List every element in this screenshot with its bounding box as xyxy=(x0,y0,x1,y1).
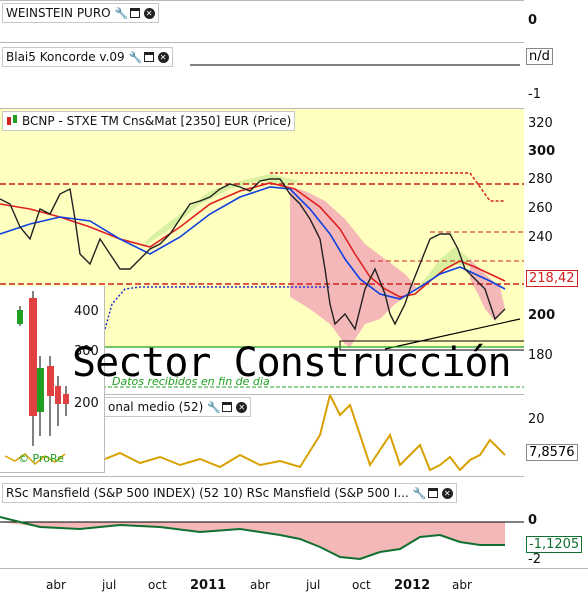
koncorde-title: Blai5 Koncorde v.09 xyxy=(6,50,125,64)
mansfield-negative-fill xyxy=(0,522,505,559)
wrench-icon[interactable]: 🔧 xyxy=(114,6,129,20)
inset-axis-200: 200 xyxy=(74,396,99,411)
price-axis-180: 180 xyxy=(528,348,553,363)
price-axis-280: 280 xyxy=(528,172,553,187)
koncorde-panel: Blai5 Koncorde v.09 🔧 ✕ xyxy=(0,42,524,108)
x-label: 2011 xyxy=(190,578,227,593)
support-box xyxy=(339,340,524,351)
x-label: abr xyxy=(250,578,270,592)
mansfield-axis-0: 0 xyxy=(528,513,538,528)
down-fill-area xyxy=(290,187,418,347)
candle-icon xyxy=(6,115,18,127)
mansfield-panel: RSc Mansfield (S&P 500 INDEX) (52 10) RS… xyxy=(0,476,524,568)
price-axis-200: 200 xyxy=(528,308,556,323)
x-axis: abr jul oct 2011 abr jul oct 2012 abr xyxy=(0,568,588,597)
oscillator-title: onal medio (52) xyxy=(108,400,204,414)
overlay-title: Sector Construcción xyxy=(72,340,512,386)
weinstein-title: WEINSTEIN PURO xyxy=(6,6,111,20)
data-note: Datos recibidos en fin de dia xyxy=(112,375,270,388)
wrench-icon[interactable]: 🔧 xyxy=(128,50,143,64)
price-axis-320: 320 xyxy=(528,116,553,131)
oscillator-line xyxy=(0,395,506,472)
mansfield-axis-minus2: -2 xyxy=(528,552,541,567)
price-axis-300: 300 xyxy=(528,144,556,159)
x-label: jul xyxy=(306,578,321,592)
price-line xyxy=(0,178,506,331)
inset-axis-400: 400 xyxy=(74,304,99,319)
wrench-icon[interactable]: 🔧 xyxy=(412,486,427,500)
koncorde-baseline xyxy=(190,64,520,66)
blue-dotted-support xyxy=(104,286,330,330)
price-axis-260: 260 xyxy=(528,201,553,216)
oscillator-axis: 20 7,8576 xyxy=(524,394,588,476)
weinstein-title-bar[interactable]: WEINSTEIN PURO 🔧 ✕ xyxy=(2,3,159,23)
mansfield-title: RSc Mansfield (S&P 500 INDEX) (52 10) RS… xyxy=(6,486,409,500)
mansfield-chart xyxy=(0,516,524,561)
down-fill-area-2 xyxy=(470,259,505,321)
inset-axis-300: 300 xyxy=(74,344,99,359)
oscillator-chart xyxy=(0,395,506,472)
price-title: BCNP - STXE TM Cns&Mat [2350] EUR (Price… xyxy=(22,114,292,128)
weinstein-panel: WEINSTEIN PURO 🔧 ✕ xyxy=(0,0,524,42)
mansfield-last-value: -1,1205 xyxy=(526,536,583,553)
inset-candles xyxy=(4,291,69,466)
price-title-bar[interactable]: BCNP - STXE TM Cns&Mat [2350] EUR (Price… xyxy=(2,111,296,131)
koncorde-axis-minus1: -1 xyxy=(528,87,541,102)
x-label: 2012 xyxy=(394,578,431,593)
support-trendline xyxy=(384,318,521,350)
weinstein-axis: 0 xyxy=(524,0,588,42)
maximize-icon[interactable] xyxy=(143,52,154,62)
oscillator-axis-20: 20 xyxy=(528,412,545,427)
price-last-value: 218,42 xyxy=(526,270,578,287)
oscillator-title-bar[interactable]: onal medio (52) 🔧 ✕ xyxy=(104,397,252,417)
close-icon[interactable]: ✕ xyxy=(157,51,169,63)
maximize-icon[interactable] xyxy=(222,402,233,412)
close-icon[interactable]: ✕ xyxy=(143,7,155,19)
mansfield-title-bar[interactable]: RSc Mansfield (S&P 500 INDEX) (52 10) RS… xyxy=(2,483,457,503)
koncorde-title-bar[interactable]: Blai5 Koncorde v.09 🔧 ✕ xyxy=(2,47,173,67)
red-moving-average xyxy=(0,182,506,298)
close-icon[interactable]: ✕ xyxy=(441,487,453,499)
close-icon[interactable]: ✕ xyxy=(236,401,248,413)
price-axis-240: 240 xyxy=(528,230,553,245)
maximize-icon[interactable] xyxy=(427,488,438,498)
weinstein-axis-label: 0 xyxy=(528,13,538,28)
x-label: oct xyxy=(352,578,371,592)
mansfield-axis: 0 -1,1205 -2 xyxy=(524,476,588,568)
inset-watermark: © ProRe xyxy=(18,452,64,465)
oscillator-last-value: 7,8576 xyxy=(526,444,578,461)
x-label: jul xyxy=(102,578,117,592)
koncorde-axis: n/d -1 xyxy=(524,42,588,108)
x-label: abr xyxy=(452,578,472,592)
red-dotted-stop xyxy=(270,172,505,202)
blue-moving-average xyxy=(0,186,506,300)
koncorde-axis-nd: n/d xyxy=(526,48,553,65)
price-axis: 320 300 280 260 240 218,42 200 180 xyxy=(524,108,588,394)
maximize-icon[interactable] xyxy=(129,8,140,18)
x-label: oct xyxy=(148,578,167,592)
inset-chart: 400 300 200 © ProRe xyxy=(0,286,105,473)
wrench-icon[interactable]: 🔧 xyxy=(207,400,221,414)
mansfield-line xyxy=(0,516,505,561)
x-label: abr xyxy=(46,578,66,592)
